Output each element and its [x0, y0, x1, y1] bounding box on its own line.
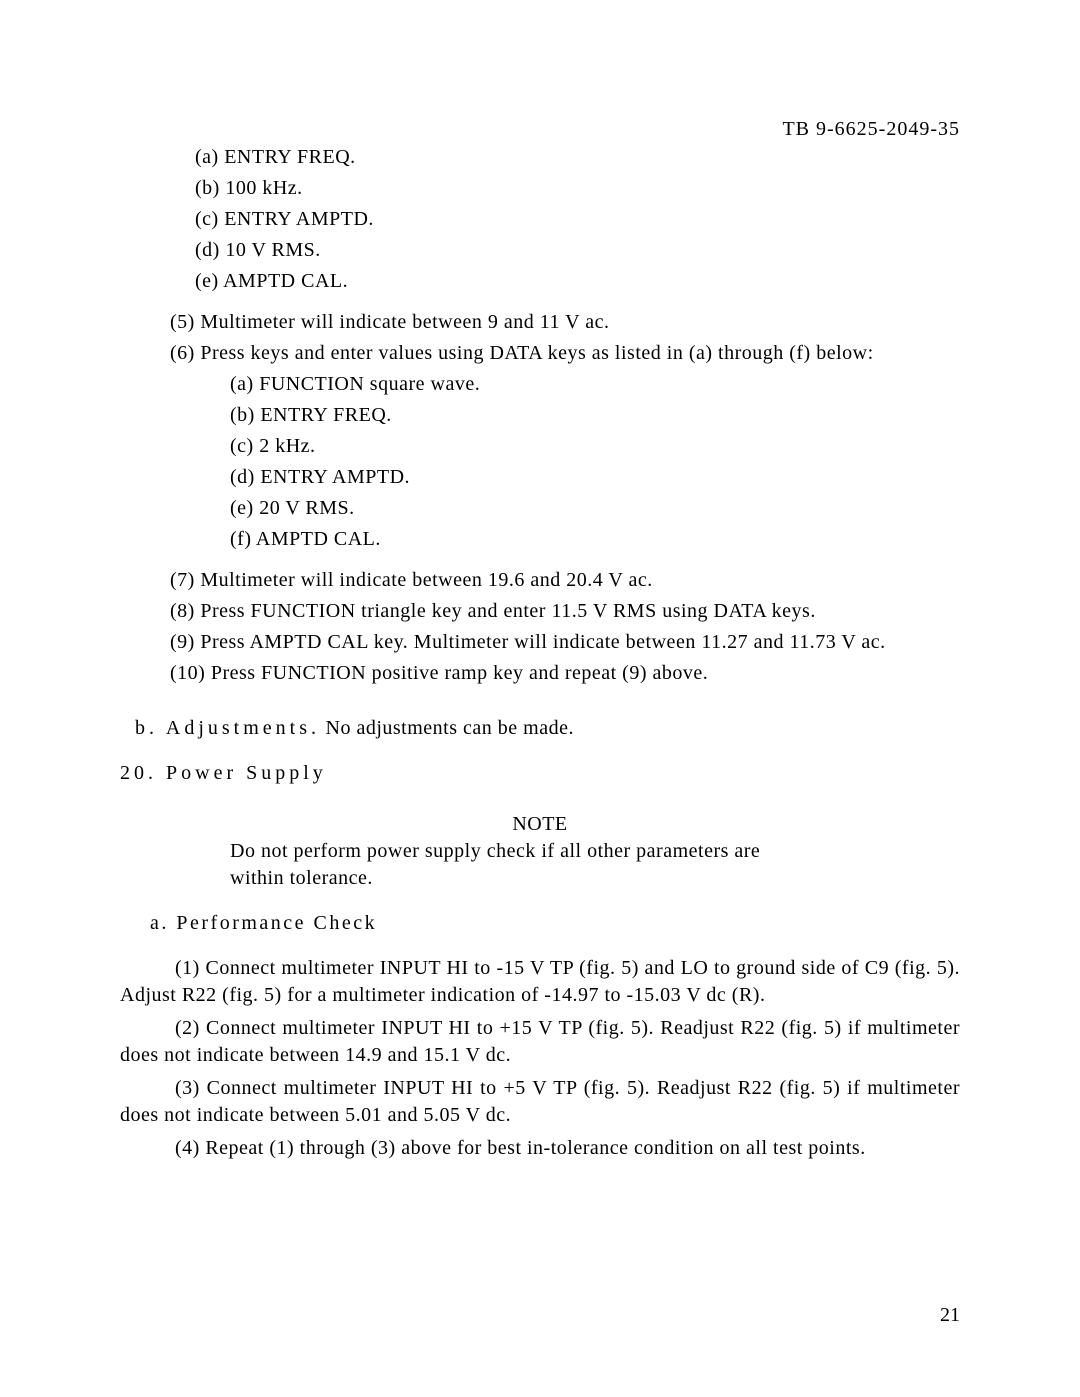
list-item: (e) 20 V RMS.: [230, 495, 960, 522]
step-line: (7) Multimeter will indicate between 19.…: [170, 567, 960, 594]
page-content: (a) ENTRY FREQ. (b) 100 kHz. (c) ENTRY A…: [0, 0, 1080, 1222]
section-20: 20. Power Supply: [120, 760, 960, 787]
step-line: (8) Press FUNCTION triangle key and ente…: [170, 598, 960, 625]
section-b-text: No adjustments can be made.: [320, 717, 574, 739]
subsection-a: a. Performance Check: [150, 910, 960, 937]
list-item: (e) AMPTD CAL.: [195, 268, 960, 295]
section-20-label: 20. Power Supply: [120, 762, 327, 784]
document-id: TB 9-6625-2049-35: [782, 118, 960, 141]
list-item: (f) AMPTD CAL.: [230, 526, 960, 553]
step-line: (5) Multimeter will indicate between 9 a…: [170, 309, 960, 336]
list-item: (b) ENTRY FREQ.: [230, 402, 960, 429]
list-item: (a) FUNCTION square wave.: [230, 371, 960, 398]
list-item: (b) 100 kHz.: [195, 175, 960, 202]
paragraph: (2) Connect multimeter INPUT HI to +15 V…: [120, 1015, 960, 1069]
paragraph: (4) Repeat (1) through (3) above for bes…: [120, 1135, 960, 1162]
step-line: (10) Press FUNCTION positive ramp key an…: [170, 660, 960, 687]
list-item: (c) ENTRY AMPTD.: [195, 206, 960, 233]
subsection-a-label: a. Performance Check: [150, 912, 377, 934]
page-number: 21: [940, 1304, 960, 1327]
note-body: Do not perform power supply check if all…: [230, 838, 810, 892]
note-title: NOTE: [120, 811, 960, 838]
step-line: (6) Press keys and enter values using DA…: [170, 340, 960, 367]
section-b-label: b. Adjustments.: [135, 717, 320, 739]
step-line: (9) Press AMPTD CAL key. Multimeter will…: [170, 629, 960, 656]
list-item: (d) 10 V RMS.: [195, 237, 960, 264]
note-block: NOTE Do not perform power supply check i…: [120, 811, 960, 892]
list-item: (a) ENTRY FREQ.: [195, 144, 960, 171]
list-item: (d) ENTRY AMPTD.: [230, 464, 960, 491]
paragraph: (3) Connect multimeter INPUT HI to +5 V …: [120, 1075, 960, 1129]
list-item: (c) 2 kHz.: [230, 433, 960, 460]
section-b: b. Adjustments. No adjustments can be ma…: [135, 715, 960, 742]
paragraph: (1) Connect multimeter INPUT HI to -15 V…: [120, 955, 960, 1009]
